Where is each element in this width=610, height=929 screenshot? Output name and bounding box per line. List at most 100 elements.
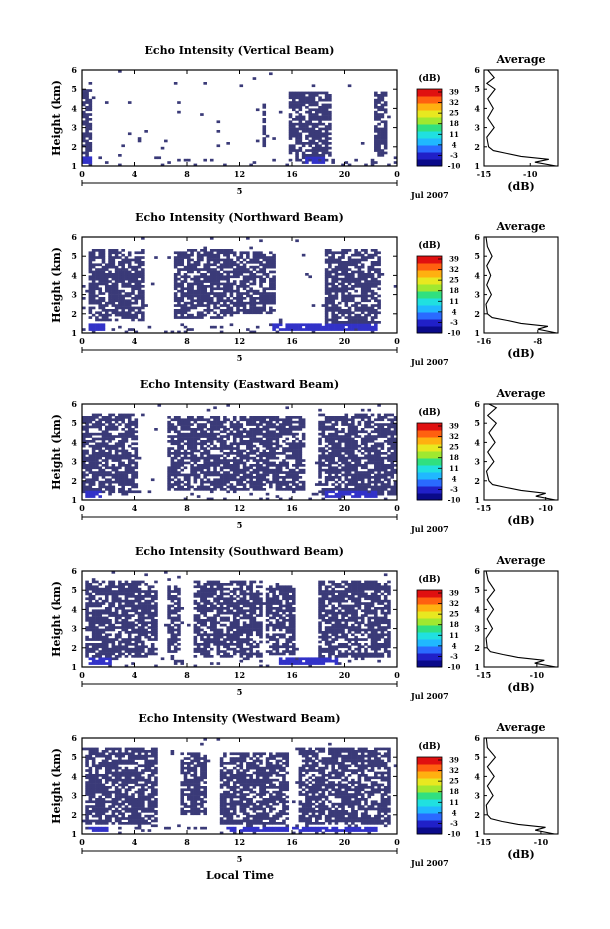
echo-cell [232, 423, 237, 426]
echo-cell [324, 132, 329, 136]
echo-cell [131, 478, 135, 482]
echo-cell [141, 645, 145, 649]
echo-cell [104, 280, 109, 283]
echo-cell [282, 423, 286, 426]
echo-cell [111, 454, 116, 458]
echo-cell [177, 459, 181, 462]
echo-cell [127, 626, 132, 629]
echo-cell [98, 609, 102, 613]
echo-cell [173, 280, 178, 283]
echo-cell [180, 447, 185, 450]
echo-cell [216, 437, 221, 441]
echo-cell [288, 471, 293, 474]
echo-cell [209, 490, 214, 494]
echo-cell [193, 631, 198, 634]
echo-cell [127, 614, 132, 617]
echo-cell [183, 311, 188, 315]
echo-cell [305, 149, 309, 152]
echo-cell [301, 154, 306, 157]
echo-cell [108, 452, 112, 455]
echo-cell [167, 616, 171, 620]
echo-cell [190, 449, 194, 453]
echo-cell [127, 616, 132, 620]
echo-cell [173, 297, 178, 300]
echo-cell [88, 599, 93, 603]
echo-cell [101, 476, 106, 479]
echo-cell [121, 611, 125, 615]
echo-cell [108, 607, 112, 610]
echo-cell [173, 473, 178, 477]
echo-cell [183, 253, 188, 257]
echo-cell [88, 89, 93, 92]
echo-cell [95, 423, 99, 426]
echo-cell [127, 282, 132, 286]
echo-cell [252, 292, 257, 295]
echo-cell [85, 652, 89, 656]
echo-cell [246, 476, 250, 479]
echo-cell [216, 277, 221, 281]
x-tick-label: 8 [184, 503, 190, 513]
echo-cell [236, 285, 240, 288]
colorbar-tick-label: -3 [450, 318, 458, 327]
colorbar-tick-label: -3 [450, 485, 458, 494]
echo-cell [321, 134, 326, 138]
echo-cell [118, 270, 122, 274]
echo-cell [121, 289, 125, 293]
echo-cell [91, 289, 96, 293]
echo-cell [259, 452, 263, 455]
echo-cell [203, 473, 207, 477]
echo-cell [141, 297, 145, 300]
echo-cell [377, 139, 381, 143]
echo-cell [360, 478, 365, 482]
echo-cell [114, 311, 119, 315]
echo-cell [213, 292, 217, 295]
echo-cell [118, 478, 122, 482]
echo-cell [354, 456, 358, 460]
echo-cell [311, 154, 316, 157]
echo-cell [209, 316, 214, 319]
echo-cell [118, 263, 122, 267]
echo-cell [88, 132, 93, 136]
colorbar-segment [417, 277, 442, 285]
echo-cell [265, 435, 270, 438]
echo-cell [101, 268, 106, 271]
echo-cell [269, 468, 273, 472]
echo-cell [295, 154, 299, 157]
echo-cell [127, 464, 132, 467]
echo-cell [298, 485, 303, 489]
echo-cell [219, 466, 224, 470]
echo-cell [200, 416, 204, 419]
echo-cell [262, 256, 267, 259]
echo-cell [127, 428, 132, 431]
echo-cell [131, 585, 135, 589]
echo-cell [380, 96, 385, 100]
echo-cell [177, 659, 181, 663]
echo-cell-strong [285, 325, 290, 329]
echo-cell [118, 599, 122, 603]
echo-cell [331, 261, 335, 264]
echo-cell [354, 432, 358, 436]
echo-cell [255, 476, 260, 479]
x-tick-label: 4 [132, 503, 138, 513]
colorbar-segment [417, 298, 442, 306]
echo-cell [206, 418, 211, 422]
echo-cell [187, 294, 191, 298]
echo-cell [144, 635, 148, 639]
echo-cell [328, 437, 332, 441]
echo-cell [308, 134, 312, 138]
echo-cell [177, 304, 181, 307]
echo-cell [196, 287, 201, 291]
echo-cell [360, 142, 365, 145]
echo-cell [334, 294, 339, 298]
echo-cell [272, 292, 276, 295]
echo-cell-strong [108, 662, 112, 665]
echo-cell [232, 461, 237, 465]
echo-cell [305, 127, 309, 131]
echo-cell [331, 416, 335, 419]
echo-cell [246, 452, 250, 455]
echo-cell [311, 115, 316, 119]
echo-cell [98, 590, 102, 593]
echo-cell [219, 461, 224, 465]
echo-cell [121, 478, 125, 482]
echo-cell [285, 420, 290, 424]
